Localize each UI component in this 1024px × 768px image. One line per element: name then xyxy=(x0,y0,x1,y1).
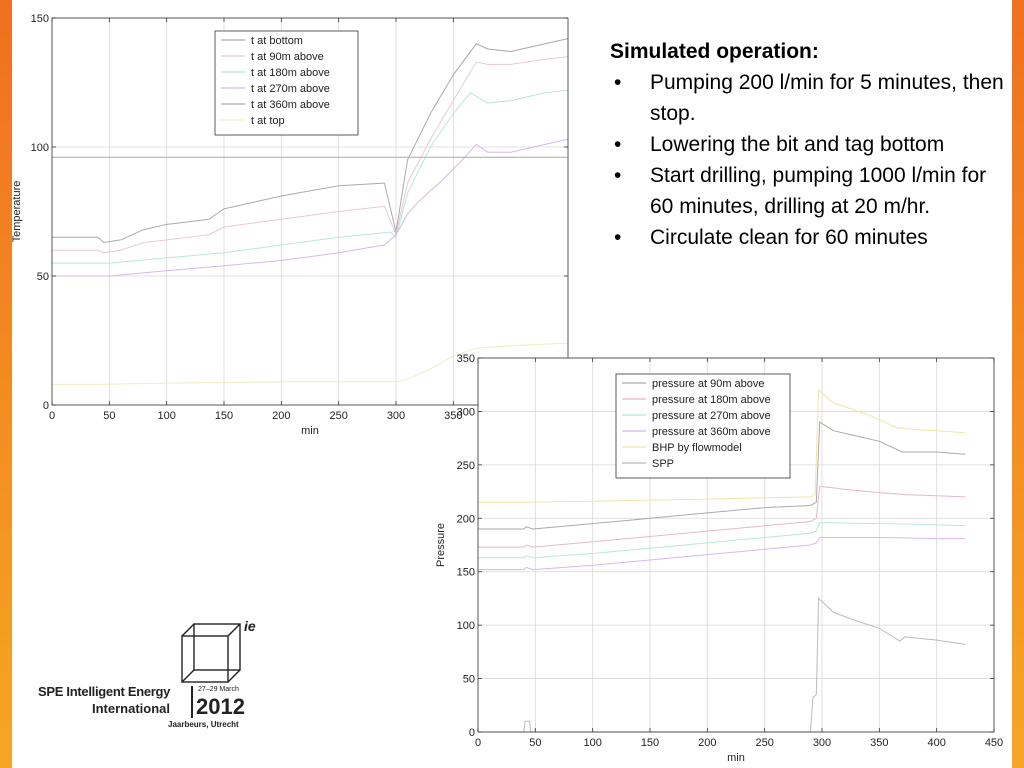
x-tick-label: 0 xyxy=(475,737,481,749)
x-tick-label: 350 xyxy=(870,737,888,749)
y-tick-label: 250 xyxy=(457,460,475,472)
series-line-3 xyxy=(52,89,569,264)
y-tick-label: 150 xyxy=(457,567,475,579)
series-line-4 xyxy=(478,537,966,571)
series-line-6 xyxy=(478,597,966,733)
y-axis-label: Temperature xyxy=(12,181,23,243)
x-tick-label: 50 xyxy=(103,410,115,422)
plot-frame xyxy=(477,357,995,733)
logo-mark: ie xyxy=(244,618,256,634)
y-tick-label: 50 xyxy=(463,674,475,686)
temperature-chart: 0 50 100 150 200 250 300 350050100150minTempera… xyxy=(12,13,569,437)
legend-entry: pressure at 360m above xyxy=(652,426,771,438)
y-tick-label: 200 xyxy=(457,513,475,525)
operation-description: Simulated operation: • Pumping 200 l/min … xyxy=(610,36,1010,253)
series-line-2 xyxy=(478,485,966,548)
legend-entry: t at 270m above xyxy=(251,83,330,95)
x-tick-label: 200 xyxy=(698,737,716,749)
series-line-2 xyxy=(52,56,569,254)
cube-icon xyxy=(181,623,241,683)
x-tick-label: 350 xyxy=(444,410,462,422)
logo-dates: 27–29 March xyxy=(198,686,239,693)
x-axis-label: min xyxy=(727,752,745,764)
conference-logo: ie SPE Intelligent Energy International … xyxy=(36,616,266,736)
slide-frame-left xyxy=(0,0,12,768)
x-tick-label: 0 xyxy=(49,410,55,422)
legend-entry: t at top xyxy=(251,115,285,127)
bullet-icon: • xyxy=(614,133,622,156)
list-item: • Start drilling, pumping 1000 l/min for … xyxy=(610,160,1010,222)
list-item: • Circulate clean for 60 minutes xyxy=(610,222,1010,253)
list-item: • Pumping 200 l/min for 5 minutes, then s… xyxy=(610,67,1010,129)
series-line-3 xyxy=(478,522,966,559)
list-item: • Lowering the bit and tag bottom xyxy=(610,129,1010,160)
legend-entry: pressure at 90m above xyxy=(652,378,765,390)
bullet-icon: • xyxy=(614,71,622,94)
legend-box xyxy=(214,30,359,136)
x-tick-label: 250 xyxy=(329,410,347,422)
legend-entry: t at 180m above xyxy=(251,67,330,79)
series-line-6 xyxy=(52,342,569,385)
x-tick-label: 50 xyxy=(529,737,541,749)
list-item-text: Pumping 200 l/min for 5 minutes, then st… xyxy=(650,71,1004,125)
logo-place: Jaarbeurs, Utrecht xyxy=(168,720,239,729)
legend-entry: t at bottom xyxy=(251,35,303,47)
list-item-text: Circulate clean for 60 minutes xyxy=(650,226,928,249)
series-line-1 xyxy=(478,421,966,530)
y-tick-label: 100 xyxy=(457,620,475,632)
legend-entry: SPP xyxy=(652,458,674,470)
pressure-chart: 0 50 100 150 200 250 300 350 400 4500501001502002… xyxy=(435,353,1003,764)
y-tick-label: 0 xyxy=(469,727,475,739)
plot-frame xyxy=(51,17,569,406)
y-tick-label: 350 xyxy=(457,353,475,365)
x-tick-label: 100 xyxy=(583,737,601,749)
y-tick-label: 0 xyxy=(43,400,49,412)
y-tick-label: 150 xyxy=(31,13,49,25)
x-tick-label: 200 xyxy=(272,410,290,422)
y-tick-label: 50 xyxy=(37,271,49,283)
x-tick-label: 250 xyxy=(755,737,773,749)
legend-entry: t at 360m above xyxy=(251,99,330,111)
logo-name-line2: International xyxy=(92,701,171,716)
x-tick-label: 450 xyxy=(985,737,1003,749)
x-axis-label: min xyxy=(301,425,319,437)
x-tick-label: 300 xyxy=(387,410,405,422)
legend-entry: BHP by flowmodel xyxy=(652,442,742,454)
logo-name-line1: SPE Intelligent Energy xyxy=(38,684,171,699)
y-tick-label: 100 xyxy=(31,142,49,154)
x-tick-label: 400 xyxy=(927,737,945,749)
bullet-icon: • xyxy=(614,164,622,187)
logo-divider xyxy=(191,686,193,718)
operation-heading: Simulated operation: xyxy=(610,40,819,63)
legend-box xyxy=(615,373,791,479)
x-tick-label: 150 xyxy=(215,410,233,422)
logo-year: 2012 xyxy=(196,694,245,719)
series-line-1 xyxy=(52,38,569,244)
operation-list: • Pumping 200 l/min for 5 minutes, then s… xyxy=(610,67,1010,253)
legend-entry: t at 90m above xyxy=(251,51,324,63)
y-tick-label: 300 xyxy=(457,406,475,418)
bullet-icon: • xyxy=(614,226,622,249)
legend-entry: pressure at 270m above xyxy=(652,410,771,422)
slide: 0 50 100 150 200 250 300 350 0 50 100 150 min Tempera… xyxy=(12,0,1012,768)
slide-frame-right xyxy=(1012,0,1024,768)
series-line-4 xyxy=(52,138,569,277)
list-item-text: Lowering the bit and tag bottom xyxy=(650,133,945,156)
x-tick-label: 150 xyxy=(641,737,659,749)
legend-entry: pressure at 180m above xyxy=(652,394,771,406)
x-tick-label: 100 xyxy=(157,410,175,422)
list-item-text: Start drilling, pumping 1000 l/min for 6… xyxy=(650,164,987,218)
x-tick-label: 300 xyxy=(813,737,831,749)
y-axis-label: Pressure xyxy=(435,523,447,567)
series-line-5 xyxy=(478,389,966,503)
